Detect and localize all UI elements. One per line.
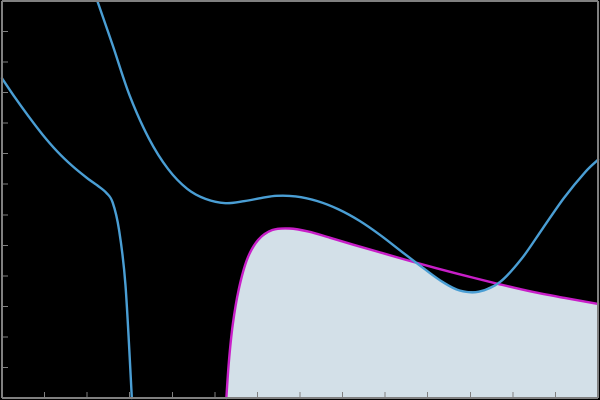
blue-curve-wave <box>96 0 600 294</box>
magenta-curve-envelope <box>225 227 600 400</box>
blue-curve-decay <box>0 77 134 400</box>
shaded-region <box>226 228 598 398</box>
